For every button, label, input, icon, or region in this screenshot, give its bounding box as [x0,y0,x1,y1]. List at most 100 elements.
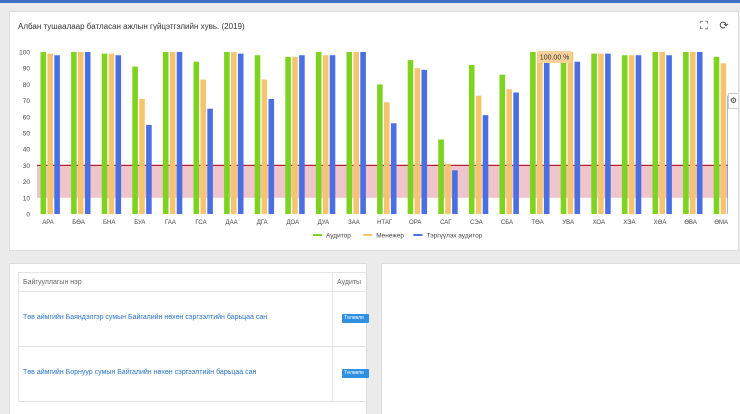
bar-Аудитор [407,60,414,214]
chart-panel: Албан тушаалаар батласан ажлын гүйцэтгэл… [9,11,739,251]
bar-Менежер [414,68,421,214]
bar-Тэргүүлэх аудитор [513,92,519,214]
y-tick-label: 80 [23,82,31,89]
organization-table: Байгууллагын нэр Аудиты Төв аймгийн Баян… [18,272,369,402]
bar-Тэргүүлэх аудитор [207,108,213,214]
bar-Менежер [537,52,543,214]
legend-label: Аудитор [326,233,351,240]
tooltip-box [537,51,572,63]
column-divider [332,273,333,291]
x-tick-label: ДОА [286,220,299,226]
bar-Тэргүүлэх аудитор [696,52,703,214]
table-row: Төв аймгийн Борнуур сумын Байгалийн нөхө… [19,347,369,402]
chart-title: Албан тушаалаар батласан ажлын гүйцэтгэл… [18,22,245,31]
bar-Аудитор [530,52,536,214]
y-tick-label: 50 [23,131,31,138]
bar-Тэргүүлэх аудитор [635,55,642,215]
bar-Аудитор [438,139,444,214]
bar-Аудитор [652,52,659,214]
bar-Тэргүүлэх аудитор [360,52,366,214]
bar-Аудитор [468,64,475,215]
x-tick-label: ГСА [195,220,206,226]
x-tick-label: ГАА [165,220,176,226]
x-tick-label: САГ [440,220,452,226]
gear-icon[interactable]: ⚙ [728,93,738,109]
x-tick-label: БУА [134,220,145,226]
bar-Менежер [506,89,512,214]
x-tick-label: НТАГ [377,220,393,226]
x-tick-label: ХӨА [654,220,667,226]
refresh-icon[interactable]: ⟳ [719,20,729,32]
bar-Тэргүүлэх аудитор [390,123,397,214]
y-tick-label: 20 [23,179,31,186]
expand-icon[interactable]: ⛶ [700,20,708,32]
bar-Аудитор [162,52,169,214]
bar-Менежер [475,95,482,214]
top-accent-bar [0,0,740,3]
bar-Тэргүүлэх аудитор [421,69,428,214]
bar-Аудитор [621,55,628,215]
column-divider [332,292,333,346]
x-tick-label: ХЭА [623,220,635,226]
bar-Аудитор [315,52,322,214]
x-tick-label: ДАА [226,220,238,226]
bar-Менежер [139,98,145,214]
bar-chart: 0 10 20 30 40 50 60 70 80 90 100 АРА БӨА БНА БУА ГАА ГСА… [19,50,728,240]
bar-Аудитор [377,84,383,215]
y-tick-label: 10 [23,195,31,202]
x-tick-label: АРА [42,220,54,226]
column-header-name[interactable]: Байгууллагын нэр [23,279,82,286]
column-divider [332,347,333,401]
x-tick-label: УВА [562,220,574,226]
right-panel [381,263,740,414]
bar-Менежер [690,52,696,214]
bar-Тэргүүлэх аудитор [268,98,275,214]
table-row: Төв аймгийн Баяндэлгэр сумын Байгалийн н… [19,292,369,347]
bar-Тэргүүлэх аудитор [237,53,244,215]
bar-Менежер [47,53,53,215]
y-tick-label: 0 [26,212,30,219]
y-tick-label: 90 [23,66,31,73]
bar-Аудитор [683,52,689,214]
bar-Менежер [108,53,115,215]
bar-Тэргүүлэх аудитор [666,55,672,215]
x-tick-label: СЭА [470,220,483,226]
y-tick-label: 60 [23,114,31,121]
y-tick-label: 100 [19,50,30,57]
bar-Менежер [200,79,206,214]
bar-Тэргүүлэх аудитор [482,115,489,214]
x-tick-label: ӨВА [684,220,696,226]
bar-Тэргүүлэх аудитор [452,170,458,214]
bar-Аудитор [346,52,353,214]
organization-link[interactable]: Төв аймгийн Борнуур сумын Байгалийн нөхө… [23,369,257,376]
tooltip-text: 100.00 % [540,55,570,62]
y-tick-label: 70 [23,98,31,105]
bar-Тэргүүлэх аудитор [727,95,728,214]
column-header-audit[interactable]: Аудиты [337,279,362,286]
bar-Менежер [261,79,268,214]
x-tick-label: ДГА [257,220,268,226]
bar-Менежер [353,52,359,214]
bar-Аудитор [132,66,138,214]
bar-Менежер [78,52,84,214]
bar-Менежер [567,52,574,214]
status-badge[interactable]: Төлөвлө [342,369,369,378]
organization-link[interactable]: Төв аймгийн Баяндэлгэр сумын Байгалийн н… [23,314,268,321]
bar-Аудитор [71,52,77,214]
x-tick-label: БӨА [72,220,85,226]
bar-Менежер [598,53,604,215]
bar-Тэргүүлэх аудитор [329,55,336,215]
x-tick-label: ТӨА [531,220,543,226]
x-tick-label: ӨМА [714,220,728,226]
x-tick-label: БНА [103,220,115,226]
bar-Аудитор [193,61,200,214]
bar-Тэргүүлэх аудитор [574,61,581,214]
bar-Тэргүүлэх аудитор [54,55,60,215]
x-tick-label: СБА [501,220,513,226]
x-tick-label: ЗАА [348,220,360,226]
status-badge[interactable]: Төлөвлө [342,314,369,323]
bar-Аудитор [499,74,506,215]
bar-Менежер [384,102,390,214]
bar-Менежер [322,55,329,215]
bar-Менежер [628,55,635,215]
